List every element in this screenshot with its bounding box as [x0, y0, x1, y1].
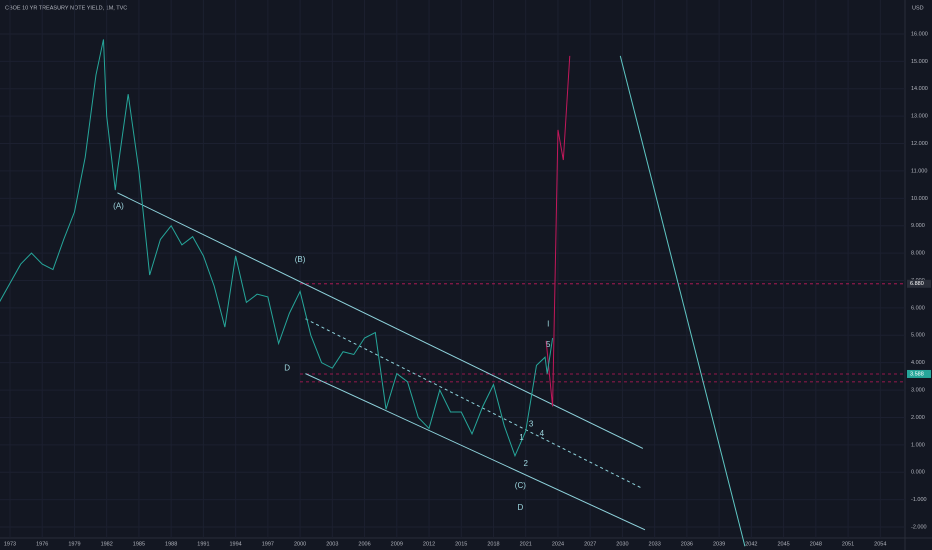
- wave-label: 2: [523, 459, 528, 468]
- price-label-box: [907, 279, 931, 288]
- y-tick-label: 2.000: [911, 415, 925, 421]
- wave-label: 1: [519, 433, 524, 442]
- x-tick-label: 2009: [391, 541, 403, 547]
- y-tick-label: 9.000: [911, 223, 925, 229]
- x-tick-label: 1982: [101, 541, 113, 547]
- wave-label: 4: [540, 429, 545, 438]
- wave-label: D: [517, 503, 523, 512]
- y-tick-label: 8.000: [911, 251, 925, 257]
- y-tick-label: 3.000: [911, 388, 925, 394]
- y-tick-label: 12.000: [911, 141, 928, 147]
- x-tick-label: 1985: [133, 541, 145, 547]
- x-tick-label: 2027: [584, 541, 596, 547]
- wave-label: 3: [529, 419, 534, 428]
- chart-title: CBOE 10 YR TREASURY NOTE YIELD, 1M, TVC: [5, 5, 127, 11]
- y-tick-label: 11.000: [911, 168, 927, 174]
- price-label: 3.588: [910, 371, 924, 377]
- price-line: [0, 39, 554, 458]
- trend-line: [545, 55, 571, 407]
- x-tick-label: 1988: [165, 541, 177, 547]
- wave-label: (A): [113, 202, 124, 211]
- x-tick-label: 2039: [713, 541, 725, 547]
- y-tick-label: 4.000: [911, 360, 925, 366]
- x-tick-label: 2033: [649, 541, 661, 547]
- currency: USD: [912, 5, 924, 11]
- x-tick-label: 2021: [520, 541, 532, 547]
- x-tick-label: 2024: [552, 541, 564, 547]
- trend-line: [305, 318, 644, 490]
- wave-label: (B): [295, 255, 306, 264]
- trend-line: [619, 55, 746, 547]
- x-tick-label: 2006: [358, 541, 370, 547]
- x-tick-label: 1994: [229, 541, 241, 547]
- y-tick-label: 13.000: [911, 114, 928, 120]
- wave-label: 5: [546, 340, 551, 349]
- y-tick-label: -2.000: [911, 524, 927, 530]
- y-tick-label: 10.000: [911, 196, 928, 202]
- x-tick-label: 1997: [262, 541, 274, 547]
- x-tick-label: 2048: [810, 541, 822, 547]
- x-tick-label: 2045: [777, 541, 789, 547]
- y-tick-label: 15.000: [911, 59, 928, 65]
- x-tick-label: 1979: [68, 541, 80, 547]
- trend-line: [117, 192, 644, 449]
- y-tick-label: 0.000: [911, 470, 925, 476]
- x-tick-label: 1976: [36, 541, 48, 547]
- wave-label: D: [284, 363, 290, 372]
- x-tick-label: 2042: [745, 541, 757, 547]
- y-tick-label: 6.000: [911, 305, 925, 311]
- x-tick-label: 1973: [4, 541, 16, 547]
- x-tick-label: 2012: [423, 541, 435, 547]
- x-tick-label: 2030: [616, 541, 628, 547]
- y-tick-label: -1.000: [911, 497, 927, 503]
- y-tick-label: 16.000: [911, 31, 928, 37]
- x-tick-label: 2054: [874, 541, 886, 547]
- x-tick-label: 2051: [842, 541, 854, 547]
- y-tick-label: 14.000: [911, 86, 928, 92]
- y-tick-label: 5.000: [911, 333, 925, 339]
- trend-line: [305, 373, 646, 531]
- price-label-box: [907, 369, 931, 378]
- x-tick-label: 2036: [681, 541, 693, 547]
- x-tick-label: 2018: [487, 541, 499, 547]
- wave-label: I: [547, 319, 549, 328]
- wave-label: (C): [515, 481, 526, 490]
- x-tick-label: 2003: [326, 541, 338, 547]
- x-tick-label: 1991: [197, 541, 209, 547]
- x-tick-label: 2000: [294, 541, 306, 547]
- price-label: 6.880: [910, 281, 924, 287]
- x-tick-label: 2015: [455, 541, 467, 547]
- y-tick-label: 1.000: [911, 442, 925, 448]
